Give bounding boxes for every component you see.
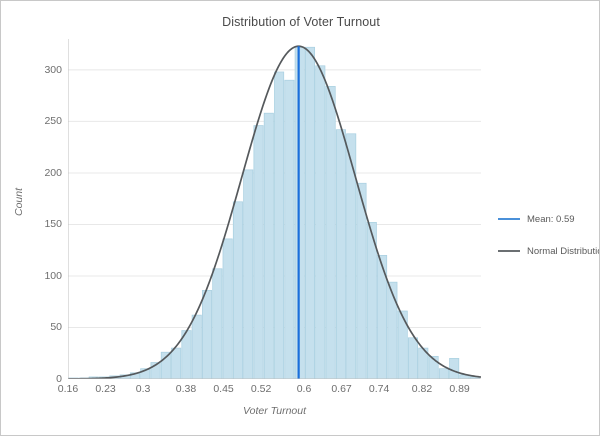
- legend: Mean: 0.59 Normal Distribution: [498, 211, 600, 275]
- legend-line-icon: [498, 218, 520, 220]
- x-tick-label: 0.3: [135, 383, 151, 395]
- x-axis-title: Voter Turnout: [242, 405, 307, 417]
- histogram-bar: [202, 290, 213, 379]
- y-tick-label: 0: [56, 373, 62, 385]
- y-axis: 0 50 100 150 200 250 300: [1, 39, 62, 385]
- histogram-bar: [191, 314, 202, 379]
- normal-distribution-curve: [68, 45, 481, 379]
- y-tick-label: 200: [44, 166, 62, 179]
- histogram-bar: [274, 71, 285, 379]
- histogram-bar: [428, 355, 439, 379]
- x-tick-label: 0.16: [57, 383, 79, 395]
- plot-area: [68, 39, 481, 379]
- legend-item-label: Normal Distribution: [527, 245, 600, 257]
- y-tick-label: 100: [44, 269, 62, 282]
- y-tick-label: 250: [44, 115, 62, 128]
- x-tick-label: 0.74: [368, 383, 390, 395]
- y-axis-title: Count: [13, 187, 25, 217]
- histogram-bar: [335, 129, 346, 379]
- histogram-bar: [232, 201, 243, 379]
- histogram-bar: [212, 268, 223, 379]
- x-tick-label: 0.89: [449, 383, 470, 395]
- histogram-bar: [407, 337, 418, 379]
- histogram-bar: [356, 182, 367, 379]
- x-tick-label: 0.82: [411, 383, 433, 395]
- histogram-bar: [315, 65, 326, 379]
- histogram-bar: [438, 368, 449, 379]
- legend-item[interactable]: Normal Distribution: [498, 243, 600, 259]
- histogram-bar: [397, 310, 408, 379]
- histogram-bar: [325, 86, 336, 379]
- histogram-bar: [305, 46, 316, 379]
- x-tick-label: 0.52: [250, 383, 272, 395]
- x-tick-label: 0.23: [95, 383, 116, 395]
- legend-line-icon: [498, 250, 520, 252]
- histogram-bar: [160, 351, 171, 379]
- page-title: Distribution of Voter Turnout: [222, 15, 380, 29]
- x-tick-label: 0.38: [175, 383, 197, 395]
- histogram-bars: [68, 46, 480, 379]
- x-tick-label: 0.45: [213, 383, 234, 395]
- histogram-bar: [366, 222, 377, 379]
- legend-item[interactable]: Mean: 0.59: [498, 211, 598, 227]
- x-axis: 0.16 0.23 0.3 0.38 0.45 0.52 0.6 0.67 0.74 0.82 0.…: [58, 383, 481, 401]
- x-tick-label: 0.67: [331, 383, 352, 395]
- histogram-bar: [284, 79, 295, 379]
- histogram-bar: [263, 112, 274, 379]
- histogram-bar: [253, 125, 264, 379]
- histogram-bar: [171, 347, 182, 379]
- histogram-plot: [68, 39, 481, 379]
- histogram-bar: [222, 238, 233, 379]
- histogram-bar: [346, 133, 357, 379]
- x-tick-label: 0.6: [296, 383, 312, 395]
- y-tick-label: 300: [44, 63, 62, 76]
- legend-item-label: Mean: 0.59: [527, 213, 575, 225]
- y-tick-label: 50: [50, 321, 62, 334]
- histogram-bar: [449, 358, 460, 379]
- histogram-bar: [387, 281, 398, 379]
- histogram-bar: [243, 169, 254, 379]
- normal-curve: [68, 45, 481, 379]
- y-tick-label: 150: [44, 218, 62, 231]
